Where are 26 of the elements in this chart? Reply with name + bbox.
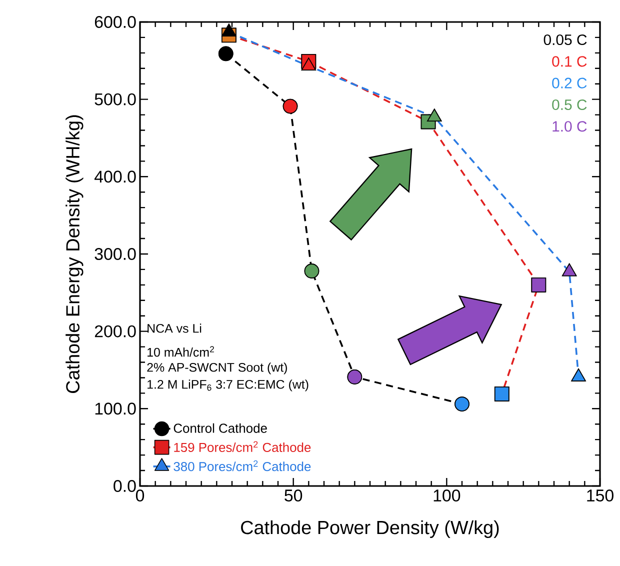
annotation: 0.5 C <box>552 99 587 110</box>
y-tick-label: 600.0 <box>94 16 136 28</box>
annotation: 0.05 C <box>544 34 587 46</box>
y-tick-label: 400.0 <box>94 170 136 183</box>
annotation: 0.2 C <box>552 78 587 88</box>
annotation: 0.1 C <box>552 56 587 67</box>
x-tick-label: 0 <box>136 490 144 502</box>
x-tick-label: 100 <box>434 490 460 502</box>
legend-label: Control Cathode <box>174 423 267 433</box>
legend-label: 380 Pores/cm$^{2}$ Cathode <box>174 460 311 472</box>
annotation: NCA vs Li <box>148 324 202 333</box>
x-tick-label: 150 <box>587 490 614 502</box>
point <box>218 46 234 62</box>
y-axis-title: Cathode Energy Density (WH/kg) <box>66 115 84 393</box>
y-tick-label: 300.0 <box>94 248 136 260</box>
annotation: 10 mAh/cm$^{2}$ <box>148 346 214 357</box>
annotation: 1.0 C <box>552 121 587 132</box>
annotation: 1.2 M LiPF$_{6}$ 3:7 EC:EMC (wt) <box>148 380 308 392</box>
legend-label: 159 Pores/cm$^{2}$ Cathode <box>174 441 311 452</box>
y-tick-label: 500.0 <box>94 93 136 106</box>
y-tick-label: 0.0 <box>114 480 136 492</box>
x-axis-title: Cathode Power Density (W/kg) <box>241 520 499 538</box>
y-tick-label: 100.0 <box>95 402 136 415</box>
x-tick-label: 50 <box>284 490 302 502</box>
y-tick-label: 200.0 <box>94 325 136 338</box>
annotation: 2% AP-SWCNT Soot (wt) <box>147 362 287 374</box>
